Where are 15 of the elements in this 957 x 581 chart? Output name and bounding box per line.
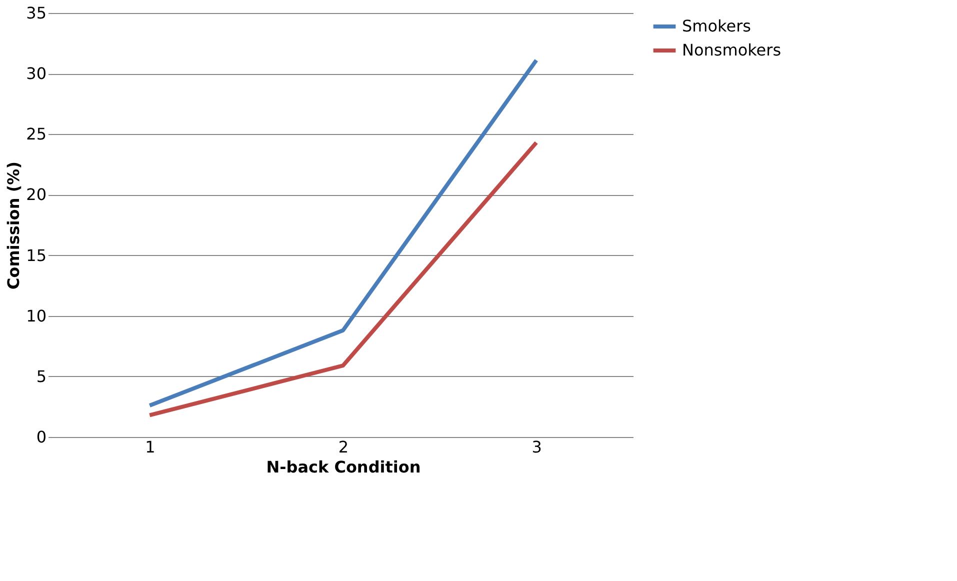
y-tick-label: 25 [26, 124, 46, 144]
y-tick-label: 35 [26, 4, 46, 22]
y-tick-label: 5 [36, 366, 46, 386]
y-tick-label: 0 [36, 428, 46, 446]
y-axis-title: Comission (%) [4, 161, 24, 290]
y-tick-label: 30 [26, 64, 46, 84]
legend-label: Nonsmokers [682, 40, 782, 60]
y-tick-label: 10 [26, 306, 46, 326]
legend-label: Smokers [682, 16, 751, 36]
x-axis-title: N-back Condition [266, 458, 421, 476]
x-tick-label: 2 [338, 438, 349, 456]
x-tick-label: 1 [145, 438, 156, 456]
y-tick-label: 15 [26, 246, 46, 265]
x-tick-label: 3 [532, 438, 542, 456]
y-tick-label: 20 [26, 185, 46, 204]
